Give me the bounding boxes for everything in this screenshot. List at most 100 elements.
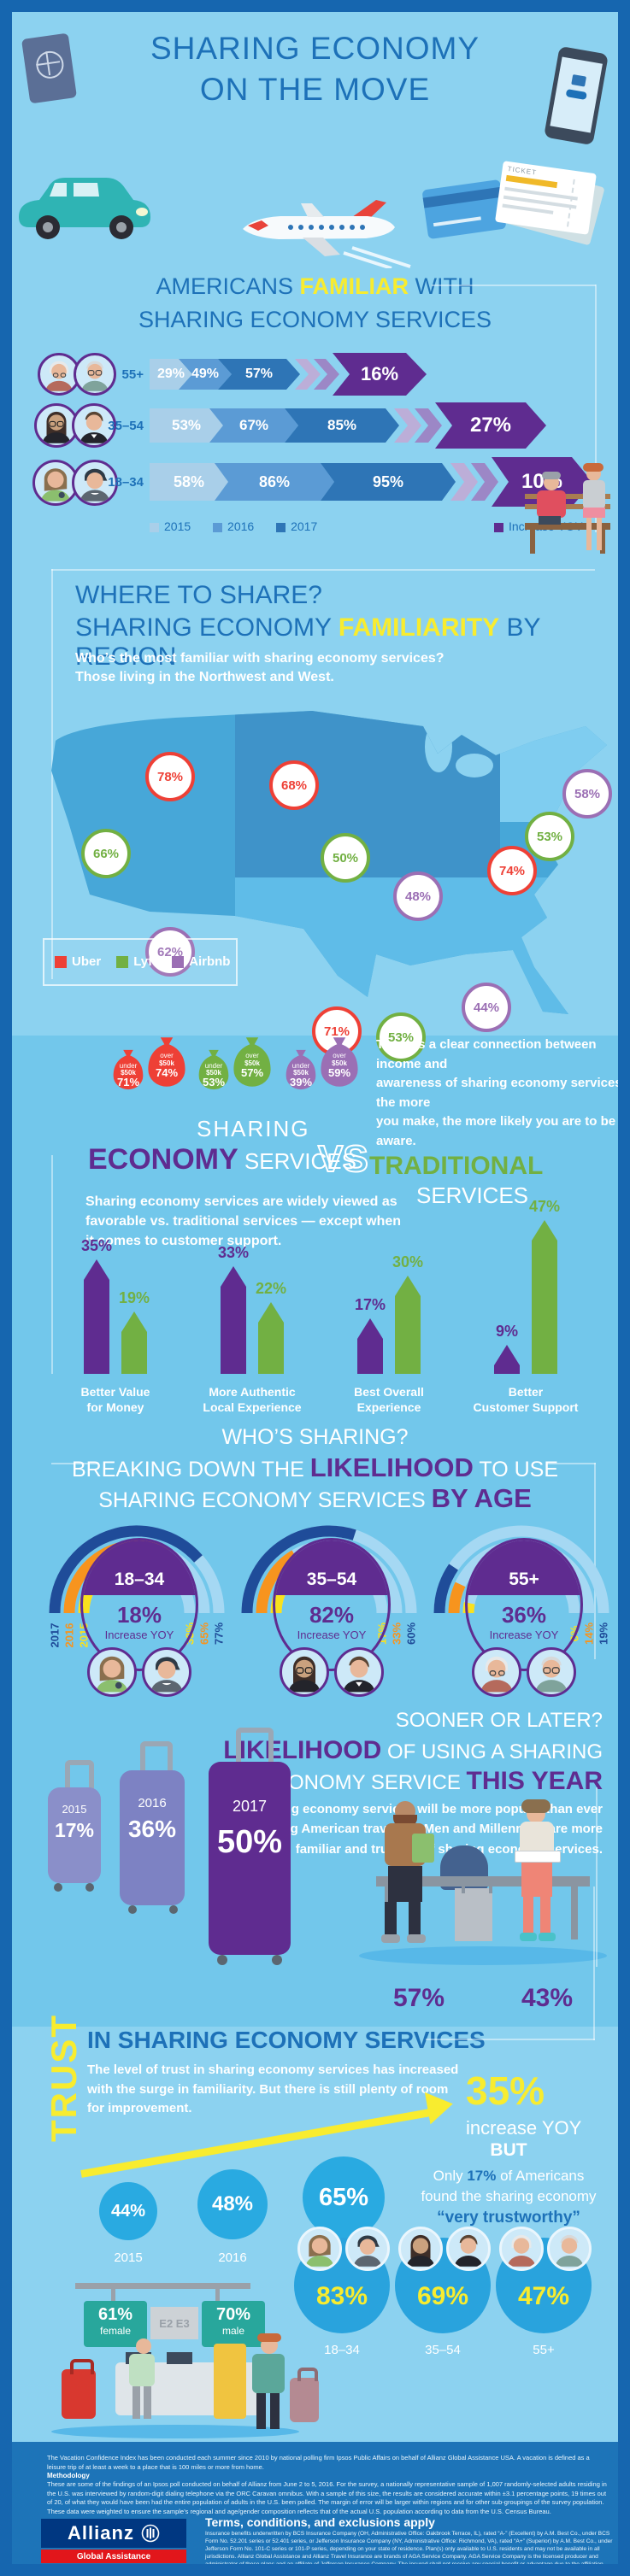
waiting-travelers-illustration bbox=[359, 1794, 615, 1974]
credit-card-icon bbox=[421, 179, 507, 240]
avatar-woman-icon bbox=[34, 403, 79, 448]
pct-2017: 19% bbox=[597, 1622, 610, 1646]
suitcase-2017: 2017 50% bbox=[209, 1762, 291, 1955]
map-badge: 66% bbox=[81, 829, 131, 878]
byage-title-3: SHARING ECONOMY SERVICES BY AGE bbox=[98, 1483, 532, 1513]
bar-sharing bbox=[84, 1259, 109, 1374]
vs-title-vs: VS bbox=[317, 1137, 369, 1181]
trust-year-label: 2015 bbox=[114, 2250, 143, 2265]
bar-sharing bbox=[221, 1266, 246, 1374]
avatar-older-woman-icon bbox=[472, 1647, 521, 1697]
trust-body: The level of trust in sharing economy se… bbox=[87, 2063, 459, 2115]
bar-2017: 57% bbox=[218, 359, 300, 390]
yoy-arrow: 16% bbox=[333, 353, 427, 396]
yoy-arrow: 27% bbox=[435, 402, 546, 449]
terms-title: Terms, conditions, and exclusions apply bbox=[205, 2515, 435, 2529]
avatar-woman-icon bbox=[280, 1647, 329, 1697]
year-label: 2017 bbox=[48, 1622, 62, 1648]
map-badge: 68% bbox=[269, 760, 319, 810]
byage-title-2: BREAKING DOWN THE LIKELIHOOD TO USE bbox=[71, 1452, 559, 1482]
avatar-young-woman-icon bbox=[32, 460, 79, 506]
map-badge: 53% bbox=[376, 1012, 426, 1062]
sign-rail bbox=[75, 2283, 250, 2289]
legend-yoy-swatch bbox=[494, 522, 503, 532]
global-assistance-badge: Global Assistance bbox=[41, 2550, 186, 2563]
bar-category: Better Customer Support bbox=[473, 1385, 579, 1415]
bar-value-label: 9% bbox=[495, 1323, 518, 1340]
age-label: 55+ bbox=[121, 367, 144, 382]
vs-subtitle: Sharing economy services are widely view… bbox=[85, 1194, 402, 1249]
legend-2016-swatch bbox=[213, 522, 223, 532]
bar-category: More Authentic Local Experience bbox=[203, 1385, 302, 1415]
allianz-logo: Allianz bbox=[41, 2519, 186, 2548]
familiar-legend: 2015 2016 2017 bbox=[150, 519, 317, 533]
avatar-young-woman-icon bbox=[87, 1647, 137, 1697]
vs-title-economy-services: ECONOMY SERVICES bbox=[88, 1143, 356, 1176]
avatar-older-man-icon bbox=[547, 2227, 592, 2271]
trend-arrow-head bbox=[424, 2087, 456, 2125]
pct-2017: 77% bbox=[212, 1622, 226, 1646]
bar-value-label: 33% bbox=[217, 1244, 250, 1261]
avatar-man-icon bbox=[72, 403, 116, 448]
money-bag-uber-under-icon: under $50k 71% bbox=[109, 1047, 147, 1092]
vs-title-traditional: TRADITIONAL bbox=[369, 1152, 544, 1180]
avatar-man-icon bbox=[446, 2227, 491, 2271]
trust-age-label: 18–34 bbox=[324, 2343, 360, 2357]
suitcase-2017-handle bbox=[236, 1728, 274, 1772]
avatar-young-man-icon bbox=[72, 460, 118, 506]
map-badge: 74% bbox=[487, 846, 537, 895]
region-subtitle-2: Those living in the Northwest and West. bbox=[75, 670, 334, 684]
suitcase-2016: 2016 36% bbox=[120, 1770, 185, 1905]
year-label: 2016 bbox=[62, 1622, 76, 1648]
bar-traditional bbox=[532, 1220, 557, 1374]
pct-2016: 14% bbox=[582, 1622, 596, 1646]
map-badge: 48% bbox=[393, 871, 443, 921]
bar-value-label: 22% bbox=[255, 1280, 287, 1297]
trust-year-label: 2016 bbox=[218, 2250, 247, 2265]
bar-traditional bbox=[395, 1276, 421, 1374]
bar-value-label: 19% bbox=[118, 1289, 150, 1306]
trust-circle-2016: 48% bbox=[197, 2169, 268, 2239]
region-title-2: SHARING ECONOMY FAMILIARITY BY REGION bbox=[75, 613, 540, 671]
tickets-icon: TICKET bbox=[494, 161, 605, 246]
bar-2016: 86% bbox=[215, 463, 334, 501]
vs-title-services: SERVICES bbox=[416, 1182, 529, 1208]
age-label: 18–34 bbox=[108, 475, 144, 490]
thisyear-title-2: LIKELIHOOD OF USING A SHARING bbox=[223, 1736, 603, 1764]
checkin-illustration bbox=[47, 2333, 321, 2439]
suitcase-2015: 2015 17% bbox=[48, 1787, 101, 1883]
income-note: There is a clear connection between inco… bbox=[376, 1037, 627, 1148]
trust-circle-2017: 65% bbox=[303, 2156, 385, 2239]
thisyear-title-1: SOONER OR LATER? bbox=[395, 1709, 603, 1732]
bar-category: Best Overall Experience bbox=[354, 1385, 424, 1415]
car-icon bbox=[19, 178, 150, 239]
bar-value-label: 30% bbox=[392, 1253, 424, 1270]
vci-note: The Vacation Confidence Index has been c… bbox=[47, 2454, 590, 2471]
trust-heading: IN SHARING ECONOMY SERVICES bbox=[87, 2027, 486, 2053]
byage-title-1: WHO’S SHARING? bbox=[221, 1425, 409, 1449]
thisyear-title-3: ECONOMY SERVICE THIS YEAR bbox=[259, 1767, 603, 1795]
bar-2015: 58% bbox=[150, 463, 228, 501]
avatar-young-man-icon bbox=[345, 2227, 390, 2271]
suitcase-2015-handle bbox=[65, 1760, 94, 1796]
vs-title-sharing: SHARING bbox=[197, 1116, 310, 1141]
region-title-1: WHERE TO SHARE? bbox=[75, 581, 322, 609]
map-badge: 53% bbox=[525, 812, 574, 861]
pct-2016: 33% bbox=[390, 1622, 403, 1646]
age-label: 35–54 bbox=[108, 419, 144, 433]
money-bag-lyft-under-icon: under $50k 53% bbox=[195, 1047, 233, 1092]
money-bag-lyft-over-icon: over $50k 57% bbox=[229, 1034, 275, 1090]
map-badge: 44% bbox=[462, 983, 511, 1032]
male-share: 57% bbox=[392, 1984, 445, 2012]
avatar-older-man-icon bbox=[74, 353, 116, 396]
avatar-older-woman-icon bbox=[499, 2227, 544, 2271]
bar-2016: 67% bbox=[209, 408, 298, 443]
passport-icon bbox=[21, 32, 78, 104]
avatar-man-icon bbox=[334, 1647, 384, 1697]
bar-2015: 53% bbox=[150, 408, 223, 443]
bar-value-label: 47% bbox=[528, 1198, 561, 1215]
male-trust-sign: 70% male bbox=[202, 2301, 265, 2347]
trust-age-label: 35–54 bbox=[425, 2343, 461, 2357]
methodology-title: Methodology bbox=[47, 2472, 90, 2479]
avatar-young-man-icon bbox=[142, 1647, 191, 1697]
